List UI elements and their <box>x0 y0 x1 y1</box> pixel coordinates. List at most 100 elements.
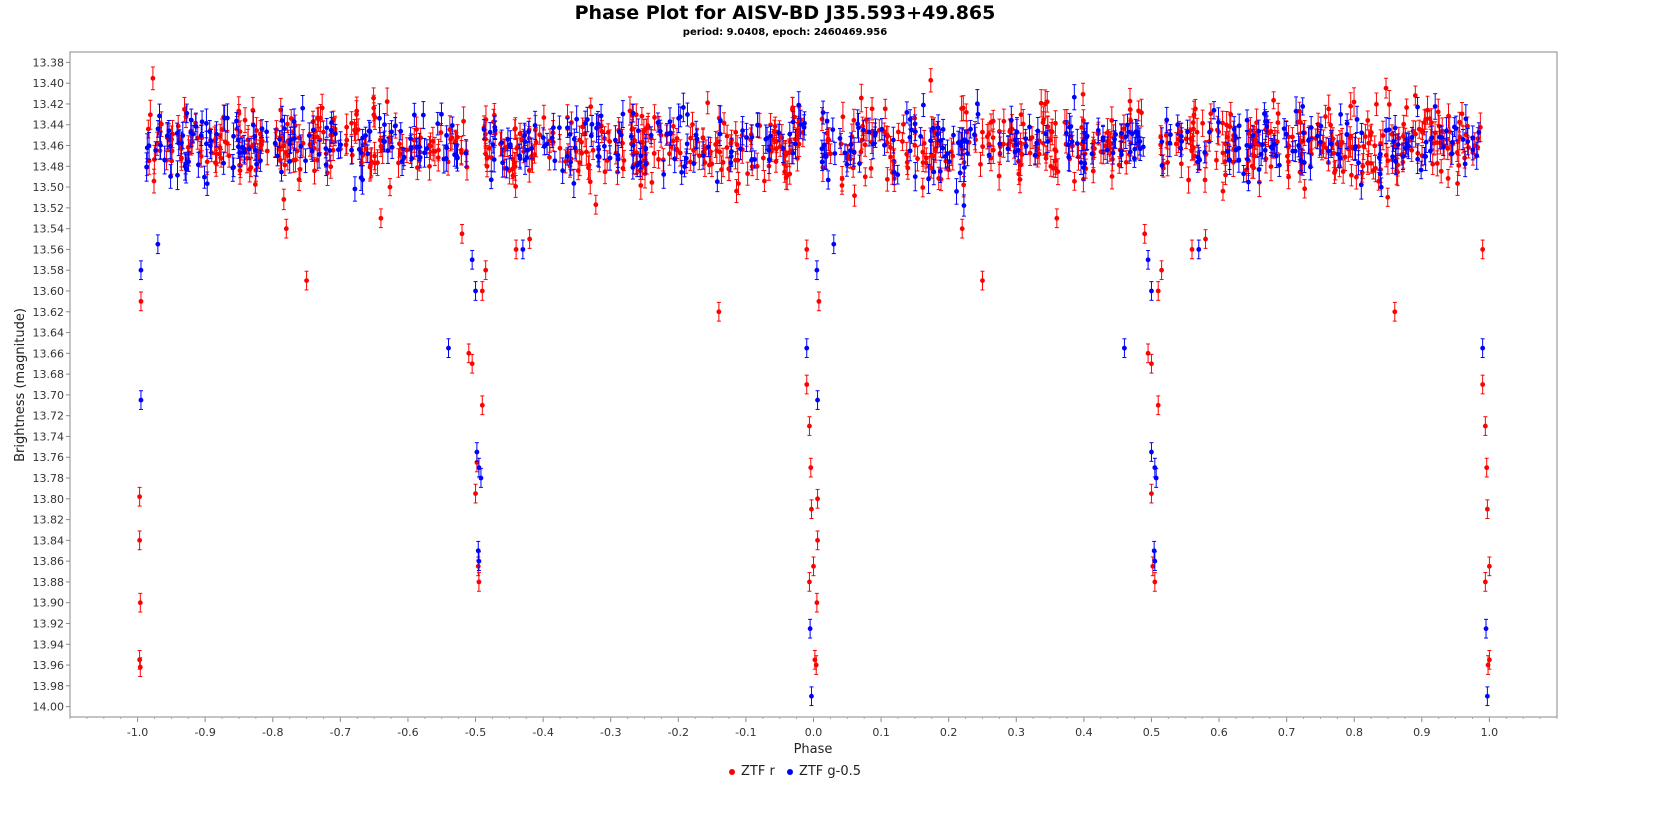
data-point <box>988 113 994 132</box>
y-tick-label: 13.50 <box>33 181 65 194</box>
x-tick-label: -0.8 <box>262 726 283 739</box>
data-point <box>1173 132 1179 156</box>
data-point <box>1200 109 1206 137</box>
y-tick-label: 13.86 <box>33 555 65 568</box>
data-point <box>719 155 724 184</box>
data-point <box>1186 166 1191 194</box>
data-point <box>1454 142 1460 162</box>
data-point <box>1434 150 1440 177</box>
data-point <box>734 179 739 204</box>
data-point <box>586 155 591 180</box>
plot-area <box>69 51 1558 718</box>
data-point <box>593 194 599 215</box>
y-tick-label: 13.76 <box>33 451 65 464</box>
data-point <box>537 124 543 145</box>
data-point <box>1373 154 1378 183</box>
data-point <box>1048 155 1054 177</box>
data-point <box>1052 147 1058 175</box>
data-point <box>461 106 466 137</box>
data-point <box>978 151 983 177</box>
data-point <box>621 149 627 172</box>
data-point <box>319 93 325 123</box>
y-tick-label: 13.40 <box>33 77 65 90</box>
data-point <box>839 176 845 195</box>
y-tick-label: 13.44 <box>33 119 65 132</box>
data-point <box>884 167 890 192</box>
data-point <box>427 136 432 155</box>
data-point <box>1349 164 1354 187</box>
x-tick-label: 0.1 <box>872 726 890 739</box>
y-tick-label: 13.54 <box>33 223 65 236</box>
data-point <box>283 142 289 162</box>
data-point <box>312 157 317 185</box>
data-point <box>1018 154 1024 176</box>
legend-marker-red <box>728 768 735 775</box>
y-tick-label: 13.88 <box>33 576 65 589</box>
chart-title: Phase Plot for AISV-BD J35.593+49.865 <box>0 2 1570 24</box>
data-point <box>147 99 153 130</box>
data-point <box>869 97 875 121</box>
data-point <box>1323 136 1329 159</box>
x-tick-label: 0.8 <box>1345 726 1363 739</box>
data-point <box>920 177 926 198</box>
data-point <box>1365 110 1371 131</box>
data-point <box>1018 103 1024 126</box>
data-point <box>387 178 393 197</box>
data-point <box>1116 156 1122 174</box>
data-point <box>670 117 676 136</box>
data-point <box>282 154 288 176</box>
y-tick-label: 13.66 <box>33 347 65 360</box>
data-point <box>1302 179 1308 199</box>
data-point <box>761 170 767 193</box>
data-point <box>1368 153 1374 174</box>
data-point <box>579 132 584 152</box>
x-tick-label: -0.7 <box>330 726 351 739</box>
data-point <box>1401 114 1407 134</box>
data-point <box>384 87 390 116</box>
data-point <box>1271 91 1277 110</box>
data-point <box>1385 146 1391 175</box>
y-tick-label: 13.38 <box>33 56 65 69</box>
x-tick-label: -0.1 <box>735 726 756 739</box>
y-tick-label: 13.64 <box>33 327 65 340</box>
data-point <box>1029 126 1035 149</box>
data-point <box>1092 139 1097 158</box>
legend-marker-blue <box>786 768 793 775</box>
data-point <box>218 149 224 168</box>
x-tick-label: -0.4 <box>532 726 553 739</box>
data-point <box>1380 120 1386 151</box>
x-tick-label: 0.2 <box>940 726 958 739</box>
y-tick-label: 13.48 <box>33 160 65 173</box>
x-tick-label: 0.3 <box>1008 726 1026 739</box>
legend-label-ztf-r: ZTF r <box>741 764 775 779</box>
y-axis: 13.38 13.40 13.42 13.44 13.46 13.48 13.50 13.52… <box>33 56 70 714</box>
data-point <box>1332 161 1337 184</box>
data-point <box>1072 171 1077 191</box>
chart-subtitle: period: 9.0408, epoch: 2460469.956 <box>0 27 1570 38</box>
data-point <box>288 109 294 129</box>
data-point <box>1038 89 1044 118</box>
data-point <box>1220 110 1225 136</box>
x-tick-label: 0.7 <box>1278 726 1296 739</box>
data-point <box>721 112 727 134</box>
data-point <box>787 163 793 185</box>
y-tick-label: 13.72 <box>33 410 65 423</box>
data-point <box>404 137 410 164</box>
data-point <box>1445 137 1451 161</box>
data-point <box>1090 158 1096 184</box>
data-point <box>754 152 760 180</box>
data-point <box>378 135 384 157</box>
data-point <box>645 116 651 136</box>
data-point <box>724 124 730 148</box>
data-point <box>901 114 906 135</box>
data-point <box>1348 92 1354 121</box>
x-tick-label: -0.2 <box>668 726 689 739</box>
x-tick-label: -0.3 <box>600 726 621 739</box>
y-tick-label: 13.70 <box>33 389 65 402</box>
y-tick-label: 13.58 <box>33 264 65 277</box>
data-point <box>1220 181 1226 201</box>
data-point <box>541 104 547 131</box>
data-point <box>1351 87 1357 117</box>
data-point <box>705 91 711 115</box>
y-tick-label: 13.62 <box>33 306 65 319</box>
